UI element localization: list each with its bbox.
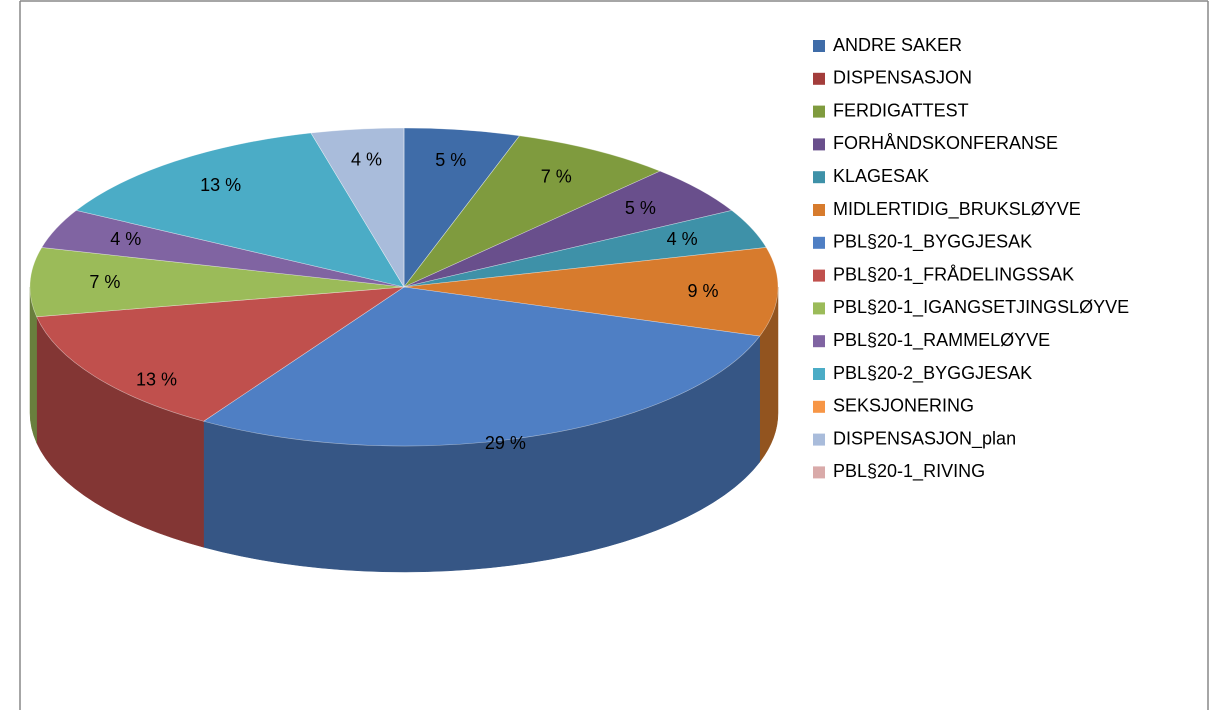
legend-label: PBL§20-1_IGANGSETJINGSLØYVE	[833, 297, 1129, 318]
legend-marker	[813, 40, 825, 52]
legend-marker	[813, 105, 825, 118]
legend-label: PBL§20-1_RAMMELØYVE	[833, 330, 1050, 351]
legend-label: PBL§20-1_BYGGJESAK	[833, 232, 1032, 253]
legend-label: MIDLERTIDIG_BRUKSLØYVE	[833, 199, 1081, 220]
legend-label: DISPENSASJON_plan	[833, 428, 1016, 449]
legend-marker	[813, 368, 825, 380]
legend-label: KLAGESAK	[833, 166, 929, 186]
legend-label: PBL§20-1_FRÅDELINGSSAK	[833, 264, 1074, 285]
legend-label: PBL§20-1_RIVING	[833, 461, 985, 482]
legend-marker	[813, 204, 825, 216]
legend-marker	[813, 269, 825, 282]
slice	[75, 132, 405, 288]
data-label: 5 %	[435, 150, 466, 170]
legend-marker	[813, 138, 825, 151]
slice	[403, 247, 779, 337]
legend-label: FORHÅNDSKONFERANSE	[833, 133, 1058, 153]
data-label: 29 %	[485, 433, 526, 453]
legend-label: DISPENSASJON	[833, 68, 972, 88]
legend-marker	[813, 400, 825, 413]
data-label: 5 %	[625, 198, 656, 218]
legend-label: PBL§20-2_BYGGJESAK	[833, 363, 1032, 384]
data-label: 4 %	[351, 150, 382, 170]
data-label: 13 %	[200, 175, 241, 195]
legend-marker	[813, 466, 825, 479]
legend-marker	[813, 335, 825, 348]
legend-label: ANDRE SAKER	[833, 35, 962, 55]
slice	[36, 286, 406, 422]
legend-label: SEKSJONERING	[833, 396, 974, 416]
data-label: 7 %	[541, 166, 572, 186]
legend-marker	[813, 171, 825, 184]
data-label: 4 %	[110, 229, 141, 249]
data-label: 7 %	[89, 272, 120, 292]
slice	[403, 135, 661, 288]
slice	[29, 247, 405, 318]
legend-label: FERDIGATTEST	[833, 100, 969, 120]
legend-marker	[813, 433, 825, 446]
data-label: 13 %	[136, 370, 177, 390]
legend-marker	[813, 72, 825, 85]
data-label: 4 %	[667, 229, 698, 249]
legend-marker	[813, 302, 825, 315]
data-label: 9 %	[688, 281, 719, 301]
legend-marker	[813, 236, 825, 249]
slice	[202, 286, 761, 447]
